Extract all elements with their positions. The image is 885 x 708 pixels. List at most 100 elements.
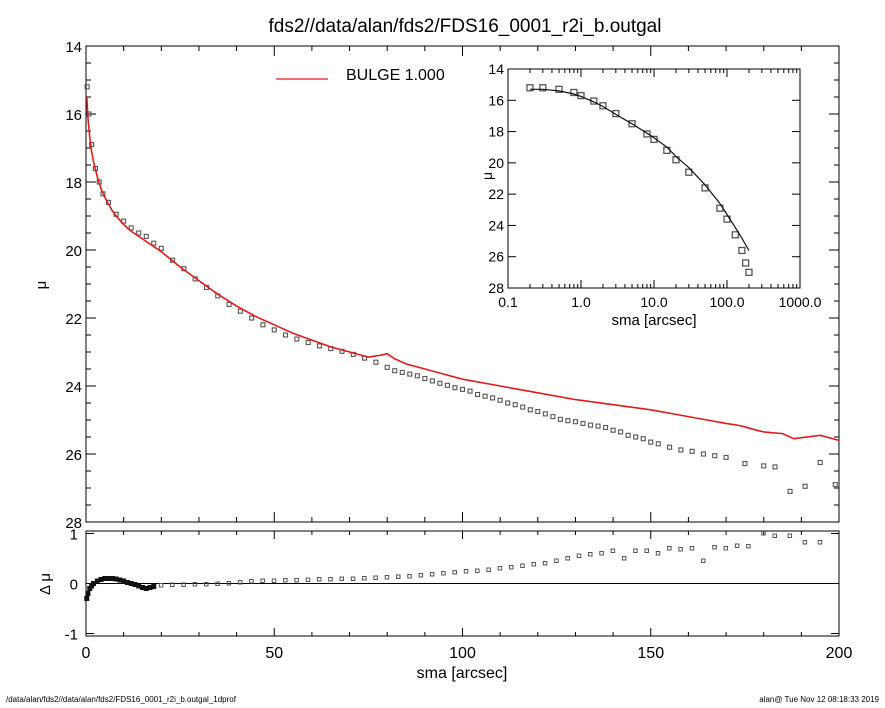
- residual-point: [192, 582, 198, 587]
- inset-x-tick-label: 1000.0: [779, 294, 822, 310]
- main-data-point: [689, 448, 695, 454]
- residual-point: [283, 578, 288, 583]
- residual-point: [429, 572, 435, 577]
- residual-markers: [84, 531, 823, 601]
- inset-y-tick-label: 20: [488, 155, 504, 171]
- residual-point: [260, 578, 265, 583]
- main-data-point: [565, 418, 571, 424]
- bulge-model-line: [86, 96, 840, 442]
- main-data-point: [742, 460, 748, 467]
- inset-y-tick-label: 18: [488, 124, 504, 140]
- main-y-tick-label: 28: [65, 515, 82, 532]
- main-data-point: [527, 407, 533, 413]
- residual-point: [463, 569, 469, 574]
- residual-point: [667, 546, 672, 551]
- main-data-point: [618, 429, 624, 435]
- main-y-tick-label: 20: [65, 243, 82, 260]
- residual-point: [761, 531, 766, 536]
- residual-point: [418, 573, 424, 578]
- main-data-point: [260, 322, 266, 328]
- x-axis-label: sma [arcsec]: [417, 665, 508, 682]
- residual-panel: -101 0 50 100 150 200 Δ μ sma [arcsec]: [37, 527, 852, 683]
- residual-point: [678, 547, 683, 552]
- residual-point: [531, 562, 537, 567]
- inset-x-tick-label: 100.0: [709, 294, 744, 310]
- residual-point: [441, 571, 446, 576]
- main-data-point: [282, 332, 289, 338]
- main-data-point: [459, 386, 466, 392]
- main-data-markers: [84, 84, 838, 494]
- main-y-tick-labels: 14 16 18 20 22 24 26 28: [65, 39, 82, 532]
- inset-data-point: [599, 102, 607, 110]
- inset-x-tick-label: 0.1: [498, 294, 518, 310]
- residual-point: [610, 548, 616, 553]
- residual-point: [215, 581, 220, 586]
- main-data-point: [452, 385, 458, 391]
- main-data-point: [603, 424, 609, 431]
- residual-point: [565, 556, 570, 561]
- main-data-point: [158, 245, 164, 251]
- residual-point: [328, 577, 333, 582]
- inset-panel: 14 16 18 20 22 24 26 28 0.1 1.0 10.0 100.0 1000.0 μ…: [479, 61, 822, 329]
- main-data-point: [648, 439, 654, 445]
- x-tick-label: 200: [826, 645, 853, 662]
- inset-background: [508, 69, 800, 288]
- main-data-point: [512, 402, 518, 408]
- main-data-point: [625, 432, 631, 438]
- main-data-point: [535, 408, 541, 415]
- inset-data-point: [643, 130, 651, 138]
- main-axis-ticks: [85, 45, 840, 523]
- residual-point: [151, 584, 157, 589]
- residual-point: [339, 576, 345, 581]
- residual-point: [520, 563, 525, 568]
- residual-point: [84, 596, 90, 601]
- inset-data-point: [741, 259, 750, 267]
- residual-point: [305, 577, 311, 582]
- main-y-tick-label: 18: [65, 175, 82, 192]
- main-data-point: [226, 301, 232, 307]
- legend-label: BULGE 1.000: [346, 67, 445, 84]
- main-y-tick-label: 26: [65, 447, 82, 464]
- main-data-point: [294, 336, 300, 342]
- main-data-point: [490, 395, 496, 401]
- residual-point: [599, 551, 604, 556]
- main-y-axis-label: μ: [33, 281, 50, 290]
- main-y-tick-label: 22: [65, 311, 82, 328]
- residual-point: [203, 582, 209, 587]
- main-data-point: [422, 375, 428, 382]
- residual-y-axis-label: Δ μ: [37, 573, 54, 595]
- residual-point: [237, 580, 243, 585]
- main-data-point: [437, 380, 443, 386]
- residual-point: [802, 540, 808, 545]
- residual-point: [271, 578, 277, 583]
- residual-point: [723, 546, 729, 551]
- main-data-point: [392, 368, 398, 374]
- residual-point: [588, 552, 593, 557]
- main-data-point: [557, 416, 563, 422]
- main-data-point: [316, 343, 322, 349]
- main-data-point: [542, 411, 548, 417]
- main-data-point: [802, 483, 808, 489]
- main-data-point: [667, 444, 673, 450]
- residual-point: [508, 565, 514, 570]
- main-data-point: [407, 371, 413, 377]
- footer-file-path: /data/alan/fds2//data/alan/fds2/FDS16_00…: [6, 695, 236, 704]
- residual-point: [787, 533, 793, 538]
- inset-y-tick-label: 14: [488, 61, 504, 77]
- main-y-tick-label: 24: [65, 379, 82, 396]
- main-y-tick-label: 14: [65, 39, 82, 56]
- residual-point: [772, 533, 777, 538]
- main-data-point: [678, 447, 684, 453]
- main-data-point: [373, 359, 379, 365]
- main-data-point: [143, 233, 149, 239]
- main-data-point: [595, 423, 601, 429]
- inset-y-tick-label: 22: [488, 186, 504, 202]
- inset-y-tick-label: 24: [488, 217, 504, 233]
- residual-point: [475, 568, 480, 573]
- residual-point: [644, 548, 649, 553]
- inset-y-tick-label: 28: [488, 280, 504, 296]
- main-data-point: [712, 453, 718, 459]
- main-data-point: [633, 434, 639, 440]
- residual-point: [700, 558, 706, 563]
- main-data-point: [587, 422, 594, 428]
